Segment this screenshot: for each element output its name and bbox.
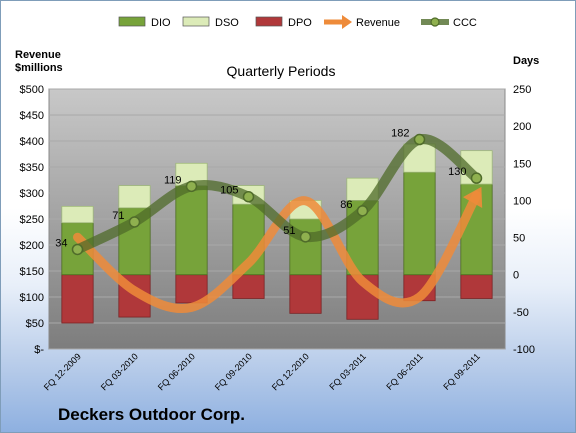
left-tick-label: $500	[20, 84, 44, 96]
ccc-data-label: 51	[283, 225, 295, 237]
legend-label-ccc: CCC	[453, 17, 477, 29]
left-tick-label: $300	[20, 188, 44, 200]
right-tick-label: 150	[513, 158, 531, 170]
ccc-data-label: 119	[164, 174, 182, 186]
left-tick-label: $50	[26, 318, 44, 330]
right-tick-label: 200	[513, 121, 531, 133]
legend-label-dso: DSO	[215, 17, 239, 29]
ccc-marker	[356, 205, 369, 217]
x-tick-label: FQ 03-2010	[99, 351, 140, 392]
ccc-data-label: 182	[391, 128, 409, 140]
left-axis-title-line1: Revenue	[15, 49, 61, 61]
ccc-marker	[242, 190, 255, 203]
left-tick-label: $450	[20, 110, 44, 122]
ccc-data-label: 130	[448, 166, 466, 178]
x-tick-label: FQ 06-2011	[384, 351, 425, 392]
right-tick-label: 0	[513, 270, 519, 282]
x-tick-label: FQ 09-2010	[213, 351, 254, 392]
x-tick-label: FQ 09-2011	[441, 351, 482, 392]
legend-swatch-dpo	[255, 16, 283, 27]
legend-label-revenue: Revenue	[356, 17, 400, 29]
x-tick-label: FQ 03-2011	[327, 351, 368, 392]
left-tick-label: $400	[20, 136, 44, 148]
dpo-bar	[460, 274, 493, 299]
left-tick-label: $-	[34, 344, 44, 356]
revenue-line	[73, 191, 481, 313]
right-axis-title: Days	[513, 55, 539, 67]
ccc-data-label: 86	[340, 199, 352, 211]
left-tick-label: $350	[20, 162, 44, 174]
right-tick-label: 100	[513, 195, 531, 207]
left-tick-label: $100	[20, 292, 44, 304]
dio-bar	[403, 171, 436, 276]
left-tick-label: $200	[20, 240, 44, 252]
legend-swatch-revenue-head	[342, 15, 352, 29]
revenue-arrow-head	[462, 186, 483, 208]
ccc-data-label: 71	[112, 210, 124, 222]
legend-swatch-dso	[182, 16, 210, 27]
dso-bar	[61, 205, 94, 224]
left-tick-label: $150	[20, 266, 44, 278]
x-tick-label: FQ 12-2009	[42, 351, 83, 392]
legend-label-dpo: DPO	[288, 17, 312, 29]
dso-bar	[118, 185, 151, 209]
ccc-marker	[128, 216, 141, 228]
ccc-marker	[185, 180, 198, 193]
dpo-bar	[61, 274, 94, 324]
ccc-data-label: 34	[55, 237, 67, 249]
left-axis-title-line2: $millions	[15, 62, 63, 74]
legend-swatch-dio	[118, 16, 146, 27]
ccc-marker	[71, 243, 84, 256]
dpo-bar	[289, 274, 322, 314]
ccc-marker	[470, 172, 483, 184]
left-tick-label: $250	[20, 214, 44, 226]
chart-title: Quarterly Periods	[227, 63, 336, 79]
company-name: Deckers Outdoor Corp.	[58, 405, 246, 424]
ccc-data-label: 105	[220, 185, 238, 197]
right-tick-label: -100	[513, 344, 535, 356]
legend-swatch-ccc-marker	[430, 17, 440, 27]
ccc-marker	[413, 133, 426, 146]
dio-bar	[175, 185, 208, 276]
x-tick-label: FQ 12-2010	[270, 351, 311, 392]
right-tick-label: 250	[513, 84, 531, 96]
right-tick-label: -50	[513, 307, 529, 319]
ccc-marker	[299, 231, 312, 243]
right-tick-label: 50	[513, 233, 525, 245]
x-tick-label: FQ 06-2010	[156, 351, 197, 392]
legend-label-dio: DIO	[151, 17, 171, 29]
